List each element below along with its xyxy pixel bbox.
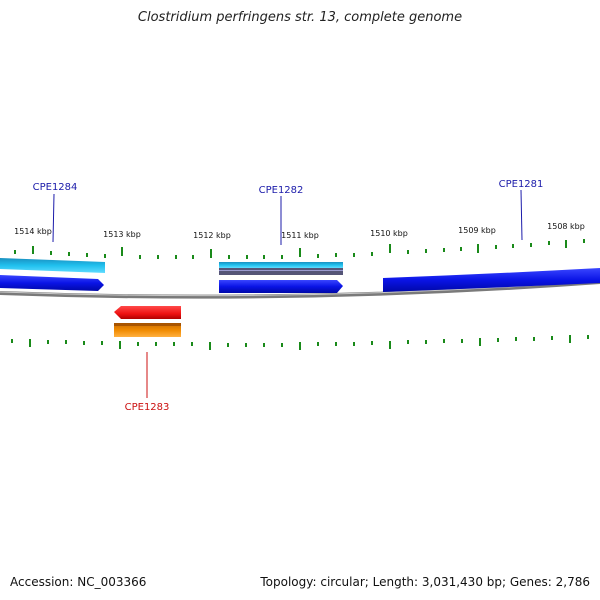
tick-label-1511: 1511 kbp: [281, 231, 319, 240]
gene-leader-cpe1284: [52, 193, 55, 243]
tick-label-1513: 1513 kbp: [103, 230, 141, 239]
tick-label-1512: 1512 kbp: [193, 231, 231, 240]
tick-label-1510: 1510 kbp: [370, 229, 408, 238]
feature-band-cpe1284[interactable]: [0, 258, 105, 273]
tick-label-1508: 1508 kbp: [547, 222, 585, 231]
genome-summary-text: Topology: circular; Length: 3,031,430 bp…: [260, 575, 590, 589]
feature-band-cpe1283[interactable]: [114, 323, 181, 337]
feature-band-cpe1283-edge: [114, 323, 181, 326]
gene-arrow-cpe1282[interactable]: [219, 280, 343, 293]
gene-arrow-cpe1281[interactable]: [383, 268, 600, 292]
tick-label-1514: 1514 kbp: [14, 227, 52, 236]
gene-label-cpe1281[interactable]: CPE1281: [499, 179, 544, 190]
gene-label-cpe1284[interactable]: CPE1284: [33, 182, 78, 193]
ruler-ticks-outer: [14, 239, 585, 259]
gene-leader-cpe1281: [520, 189, 523, 241]
ruler-ticks-inner: [11, 335, 589, 350]
gene-arrow-cpe1284[interactable]: [0, 275, 104, 291]
gene-arrow-cpe1283[interactable]: [114, 306, 181, 319]
map-title: Clostridium perfringens str. 13, complet…: [137, 10, 463, 25]
feature-band-cpe1282[interactable]: [219, 262, 343, 275]
accession-text: Accession: NC_003366: [10, 575, 147, 589]
gene-label-cpe1282[interactable]: CPE1282: [259, 185, 304, 196]
tick-label-1509: 1509 kbp: [458, 226, 496, 235]
gene-label-cpe1283[interactable]: CPE1283: [125, 402, 170, 413]
genome-backbone: [0, 280, 600, 299]
